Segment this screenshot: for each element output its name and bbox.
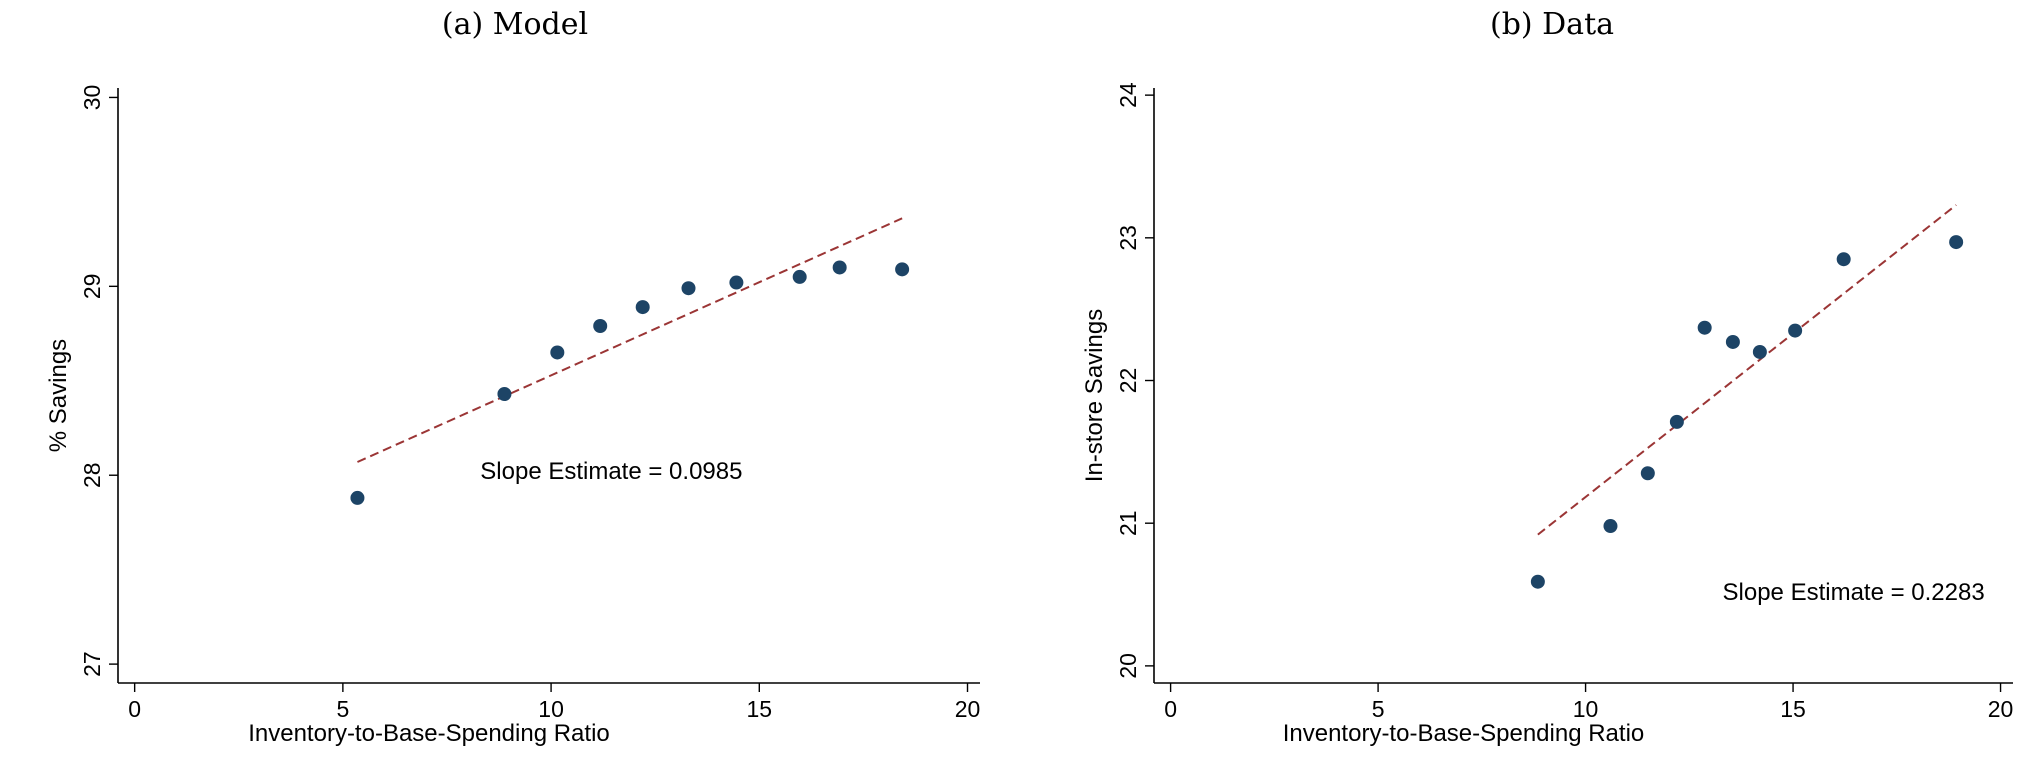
x-tick-label: 0 xyxy=(1164,696,1177,722)
x-tick-label: 10 xyxy=(1573,696,1599,722)
slope-annotation: Slope Estimate = 0.0985 xyxy=(480,458,742,485)
data-point xyxy=(681,281,696,296)
data-point xyxy=(1603,519,1618,534)
chart-panel-1: (a) Model 0 5 10 15 20 27 28 29 30 Inventory-to-Ba… xyxy=(45,7,980,747)
chart-panel-2: (b) Data 0 5 10 15 20 20 21 22 23 24 Inventory-to-B… xyxy=(1081,7,2013,747)
y-tick-label: 21 xyxy=(1115,510,1141,536)
x-axis-label: Inventory-to-Base-Spending Ratio xyxy=(1283,720,1645,747)
data-point xyxy=(635,300,650,315)
x-tick-label: 10 xyxy=(538,696,564,722)
y-tick-label: 24 xyxy=(1115,82,1141,108)
data-point xyxy=(350,490,365,505)
y-tick-label: 27 xyxy=(79,651,105,677)
chart-title: (a) Model xyxy=(442,7,588,42)
x-tick-label: 20 xyxy=(1988,696,2014,722)
data-point xyxy=(1788,323,1803,338)
y-tick-label: 28 xyxy=(79,462,105,488)
data-point xyxy=(1697,320,1712,335)
slope-annotation: Slope Estimate = 0.2283 xyxy=(1723,579,1985,606)
data-point xyxy=(1725,334,1740,349)
y-tick-label: 23 xyxy=(1115,225,1141,251)
data-point xyxy=(1752,344,1767,359)
y-tick-label: 22 xyxy=(1115,368,1141,394)
x-tick-label: 5 xyxy=(1372,696,1385,722)
x-tick-label: 20 xyxy=(955,696,981,722)
data-point xyxy=(1640,466,1655,481)
data-point xyxy=(729,275,744,290)
data-point xyxy=(1949,235,1964,250)
x-tick-label: 5 xyxy=(336,696,349,722)
data-point xyxy=(1530,574,1545,589)
data-point xyxy=(497,387,512,401)
data-point xyxy=(792,269,807,284)
x-tick-label: 15 xyxy=(746,696,772,722)
data-point xyxy=(895,262,910,277)
data-point xyxy=(832,260,847,275)
data-point xyxy=(1836,252,1851,267)
x-tick-label: 0 xyxy=(128,696,141,722)
fit-line xyxy=(357,217,903,463)
data-point xyxy=(593,319,608,333)
y-tick-label: 30 xyxy=(79,85,105,111)
x-axis-label: Inventory-to-Base-Spending Ratio xyxy=(248,720,610,747)
y-tick-label: 29 xyxy=(79,274,105,300)
y-axis-label: In-store Savings xyxy=(1081,309,1108,482)
chart-title: (b) Data xyxy=(1490,7,1614,42)
data-point xyxy=(550,345,565,360)
y-tick-label: 20 xyxy=(1115,653,1141,679)
fit-line xyxy=(1537,204,1957,536)
x-tick-label: 15 xyxy=(1780,696,1806,722)
y-axis-label: % Savings xyxy=(45,339,72,452)
data-point xyxy=(1669,414,1684,429)
